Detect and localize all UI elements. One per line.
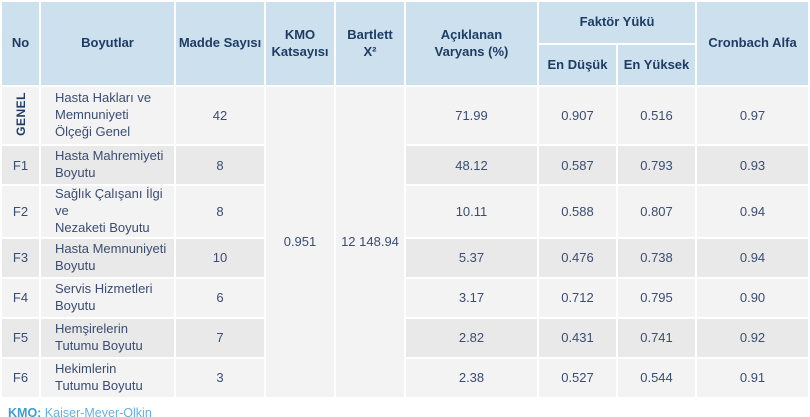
row-no: F4: [2, 278, 39, 317]
cell-en-yuksek: 0.793: [618, 146, 696, 184]
header-no: No: [2, 2, 39, 85]
header-en-yuksek: En Yüksek: [618, 45, 696, 85]
cell-madde: 8: [176, 186, 264, 237]
table-row-f5: F5 Hemşirelerin Tutumu Boyutu 7 2.82 0.4…: [2, 318, 809, 357]
row-no: F1: [2, 146, 39, 184]
cell-varyans: 2.82: [406, 318, 537, 357]
header-madde-sayisi: Madde Sayısı: [176, 2, 264, 85]
cell-boyut: Hasta Mahremiyeti Boyutu: [41, 146, 174, 184]
cell-madde: 8: [176, 146, 264, 184]
cell-varyans: 48.12: [406, 146, 537, 184]
cell-varyans: 3.17: [406, 278, 537, 317]
cell-boyut: Hasta Hakları ve Memnuniyeti Ölçeği Gene…: [41, 87, 174, 144]
header-faktor-yuku: Faktör Yükü: [539, 2, 696, 43]
cell-en-dusuk: 0.476: [539, 238, 616, 277]
cell-en-dusuk: 0.907: [539, 87, 616, 144]
cell-boyut: Hasta Memnuniyeti Boyutu: [41, 238, 174, 277]
footnote: KMO: Kaiser-Meyer-Olkin: [8, 406, 810, 417]
cell-boyut: Sağlık Çalışanı İlgi ve Nezaketi Boyutu: [41, 186, 174, 237]
row-no: F6: [2, 358, 39, 397]
row-no: F3: [2, 238, 39, 277]
cell-en-yuksek: 0.544: [618, 358, 696, 397]
cell-en-dusuk: 0.588: [539, 186, 616, 237]
cell-cronbach: 0.92: [697, 318, 809, 357]
table-row-f2: F2 Sağlık Çalışanı İlgi ve Nezaketi Boyu…: [2, 186, 809, 237]
cell-madde: 42: [176, 87, 264, 144]
cell-madde: 7: [176, 318, 264, 357]
cell-varyans: 10.11: [406, 186, 537, 237]
cell-cronbach: 0.91: [697, 358, 809, 397]
cell-cronbach: 0.94: [697, 238, 809, 277]
footnote-label: KMO:: [8, 405, 42, 417]
cell-boyut: Servis Hizmetleri Boyutu: [41, 278, 174, 317]
cell-varyans: 71.99: [406, 87, 537, 144]
factor-analysis-table: No Boyutlar Madde Sayısı KMO Katsayısı B…: [2, 2, 809, 397]
cell-en-yuksek: 0.795: [618, 278, 696, 317]
cell-cronbach: 0.94: [697, 186, 809, 237]
cell-kmo-value: 0.951: [266, 87, 334, 397]
row-no: F2: [2, 186, 39, 237]
row-no: F5: [2, 318, 39, 357]
cell-en-dusuk: 0.431: [539, 318, 616, 357]
cell-boyut: Hemşirelerin Tutumu Boyutu: [41, 318, 174, 357]
table-row-genel: GENEL Hasta Hakları ve Memnuniyeti Ölçeğ…: [2, 87, 809, 397]
footnote-text: Kaiser-Meyer-Olkin: [41, 405, 152, 417]
cell-en-dusuk: 0.712: [539, 278, 616, 317]
vertical-label: GENEL: [13, 92, 28, 136]
cell-en-dusuk: 0.587: [539, 146, 616, 184]
cell-cronbach: 0.97: [697, 87, 809, 144]
header-bartlett: Bartlett X²: [336, 2, 404, 85]
cell-varyans: 5.37: [406, 238, 537, 277]
cell-en-yuksek: 0.738: [618, 238, 696, 277]
cell-bartlett-value: 12 148.94: [336, 87, 404, 397]
cell-en-dusuk: 0.527: [539, 358, 616, 397]
header-cronbach-alfa: Cronbach Alfa: [697, 2, 809, 85]
cell-boyut: Hekimlerin Tutumu Boyutu: [41, 358, 174, 397]
table-row-f6: F6 Hekimlerin Tutumu Boyutu 3 2.38 0.527…: [2, 358, 809, 397]
cell-varyans: 2.38: [406, 358, 537, 397]
cell-madde: 3: [176, 358, 264, 397]
cell-cronbach: 0.93: [697, 146, 809, 184]
cell-madde: 10: [176, 238, 264, 277]
header-aciklanan-varyans: Açıklanan Varyans (%): [406, 2, 537, 85]
header-boyutlar: Boyutlar: [41, 2, 174, 85]
header-kmo-katsayisi: KMO Katsayısı: [266, 2, 334, 85]
table-row-f3: F3 Hasta Memnuniyeti Boyutu 10 5.37 0.47…: [2, 238, 809, 277]
table-row-f4: F4 Servis Hizmetleri Boyutu 6 3.17 0.712…: [2, 278, 809, 317]
row-no-genel: GENEL: [2, 87, 39, 144]
cell-en-yuksek: 0.741: [618, 318, 696, 357]
cell-madde: 6: [176, 278, 264, 317]
table-header: No Boyutlar Madde Sayısı KMO Katsayısı B…: [2, 2, 809, 85]
cell-en-yuksek: 0.807: [618, 186, 696, 237]
cell-en-yuksek: 0.516: [618, 87, 696, 144]
table-row-f1: F1 Hasta Mahremiyeti Boyutu 8 48.12 0.58…: [2, 146, 809, 184]
cell-cronbach: 0.90: [697, 278, 809, 317]
header-en-dusuk: En Düşük: [539, 45, 616, 85]
